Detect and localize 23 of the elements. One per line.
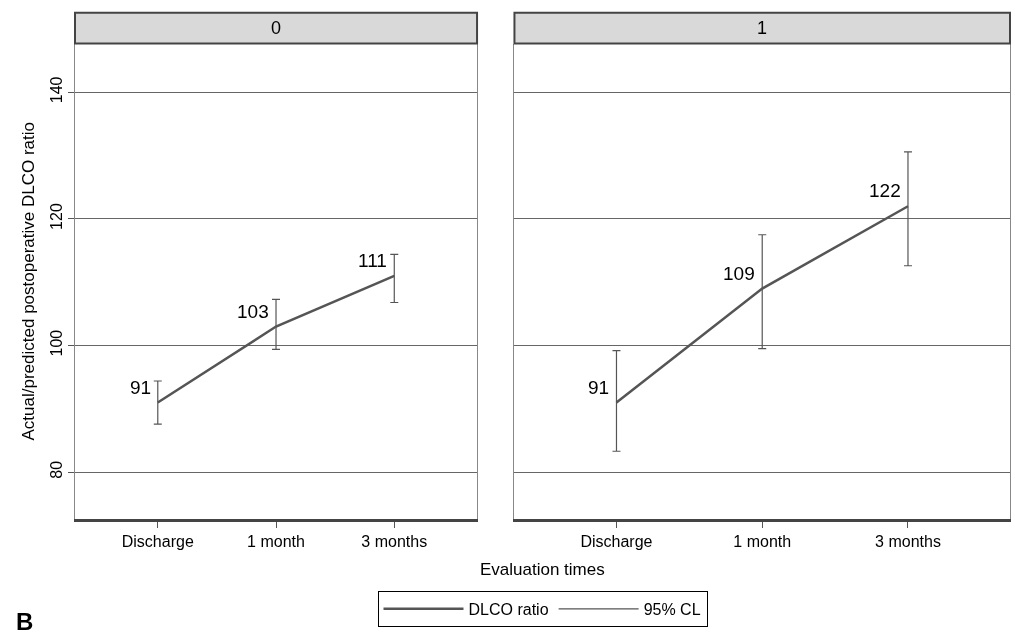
x-tick-label: 1 month [733,533,792,551]
data-label: 109 [723,263,755,284]
text: 95% CL [643,601,701,619]
y-tick-label: 140 [47,76,65,104]
data-label: 111 [358,250,387,271]
chart-title: 1 [757,18,768,38]
legend-label: DLCO ratio [468,601,549,619]
y-axis-title: Actual/predicted postoperative DLCO ratio [19,122,39,441]
x-tick-label: 3 months [361,533,428,551]
y-tick-label: 100 [47,329,65,357]
data-label: 91 [130,377,152,398]
data-label: 103 [237,301,269,322]
chart-title: 0 [271,18,282,38]
text: B [16,608,34,635]
x-axis-title: Evaluation times [480,560,605,579]
x-tick-label: 1 month [247,533,305,551]
data-label: 91 [588,377,610,398]
y-tick-label: 80 [47,460,65,479]
x-tick-label: Discharge [121,533,194,551]
data-label: 122 [869,180,901,201]
y-tick-label: 120 [47,203,65,230]
x-tick-label: 3 months [875,533,941,551]
x-tick-label: Discharge [580,533,653,551]
